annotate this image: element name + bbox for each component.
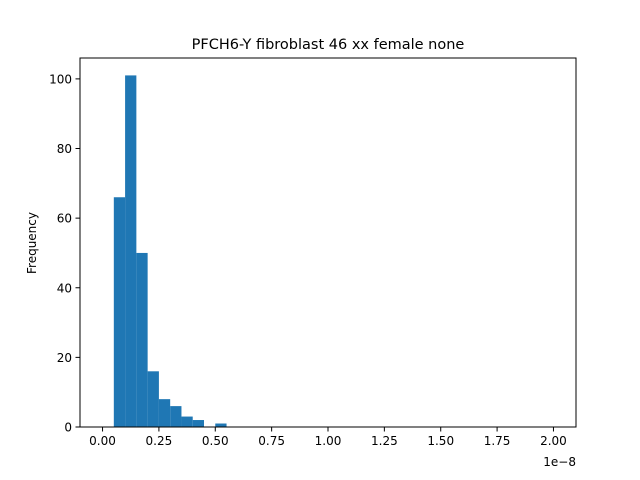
histogram-bar [170, 406, 182, 427]
x-tick-label: 0.75 [258, 434, 285, 448]
x-tick-label: 1.75 [484, 434, 511, 448]
y-tick-label: 40 [57, 281, 72, 295]
x-tick-label: 1.50 [427, 434, 454, 448]
histogram-bar [181, 416, 193, 427]
x-axis-offset-label: 1e−8 [543, 455, 576, 469]
histogram-bar [192, 420, 204, 427]
histogram-bar [215, 423, 227, 427]
y-axis-label: Frequency [25, 212, 39, 274]
y-tick-label: 80 [57, 142, 72, 156]
y-tick-label: 60 [57, 212, 72, 226]
x-tick-label: 2.00 [540, 434, 567, 448]
y-axis-ticks: 0 20 40 60 80 100 [49, 72, 80, 435]
x-tick-label: 0.00 [89, 434, 116, 448]
plot-area-frame [79, 57, 577, 428]
histogram-bar [158, 399, 171, 427]
histogram-bar [136, 252, 148, 427]
y-tick-label: 20 [57, 351, 72, 365]
histogram-bar [147, 371, 159, 427]
y-tick-label: 100 [49, 72, 72, 86]
x-tick-label: 1.00 [315, 434, 342, 448]
y-tick-label: 0 [64, 421, 72, 435]
x-tick-label: 1.25 [371, 434, 398, 448]
x-axis-ticks: 0.00 0.25 0.50 0.75 1.00 1.25 1.50 1.75 2.00 [89, 427, 567, 448]
x-tick-label: 0.50 [202, 434, 229, 448]
chart-title: PFCH6-Y fibroblast 46 xx female none [192, 37, 465, 53]
x-tick-label: 0.25 [146, 434, 173, 448]
histogram-bar [113, 197, 126, 427]
histogram-bar [125, 75, 137, 427]
histogram-bars [113, 75, 227, 427]
